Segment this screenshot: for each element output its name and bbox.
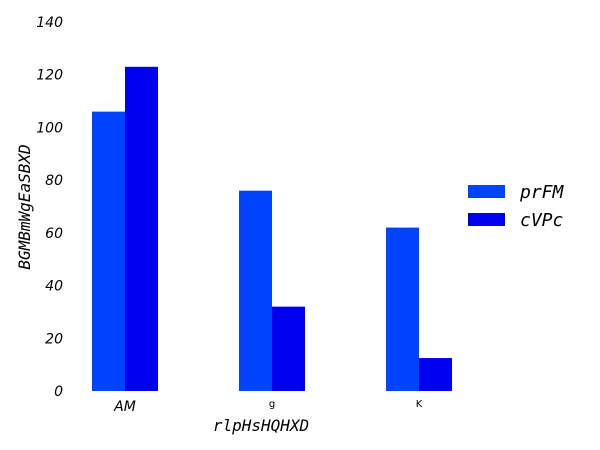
y-axis-label: BGMBmWgEaSBXD xyxy=(15,144,34,269)
y-tick-label: 60 xyxy=(45,226,63,242)
y-tick-label: 0 xyxy=(54,384,63,400)
legend-label: cVPc xyxy=(520,210,563,231)
legend-label: prFM xyxy=(519,182,565,203)
bar-prFM-g xyxy=(239,190,272,391)
x-tick-label: AM xyxy=(113,399,136,415)
legend-swatch xyxy=(468,213,505,226)
y-tick-label: 20 xyxy=(45,331,63,347)
bar-cVPc-g xyxy=(272,306,305,391)
bar-cVPc-AM xyxy=(125,66,158,392)
legend: prFM cVPc xyxy=(468,182,565,231)
y-tick-labels: 0 20 40 60 80 100 120 140 xyxy=(36,15,63,400)
bars xyxy=(92,66,452,392)
y-tick-label: 40 xyxy=(45,279,63,295)
legend-swatch xyxy=(468,185,505,198)
y-tick-label: 80 xyxy=(45,173,63,189)
y-tick-label: 100 xyxy=(36,120,63,136)
x-tick-label: g xyxy=(269,399,275,410)
x-tick-label: K xyxy=(416,399,423,410)
bar-prFM-AM xyxy=(92,111,125,391)
x-tick-labels: AM g K xyxy=(113,399,423,415)
x-axis-label: rlpHsHQHXD xyxy=(213,416,309,435)
bar-cVPc-K xyxy=(419,358,452,391)
bar-prFM-K xyxy=(386,227,419,391)
y-tick-label: 120 xyxy=(36,68,63,84)
y-tick-label: 140 xyxy=(36,15,63,31)
